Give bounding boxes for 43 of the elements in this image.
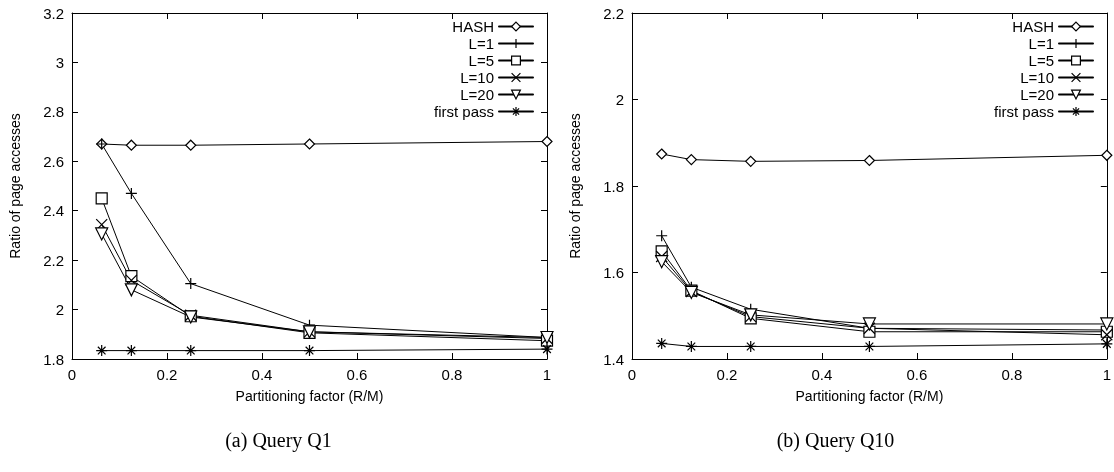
legend-label: L=10 (460, 69, 494, 86)
y-tick-label: 2.8 (43, 103, 64, 121)
x-axis-title: Partitioning factor (R/M) (235, 388, 384, 404)
text: (a) Query Q1 (225, 429, 332, 452)
y-tick-label: 2.2 (603, 4, 624, 22)
x-tick-label: 0.8 (1001, 366, 1023, 383)
x-tick-label: 0.6 (906, 366, 928, 383)
x-tick-label: 0.4 (251, 366, 273, 383)
legend-label: L=1 (1028, 35, 1054, 52)
y-tick-label: 3.2 (43, 4, 64, 22)
y-tick-label: 1.6 (603, 264, 624, 281)
x-tick-label: 0.6 (346, 366, 368, 383)
legend-label: L=5 (1028, 52, 1054, 69)
legend-label: L=10 (1020, 69, 1054, 86)
legend-label: L=5 (468, 52, 494, 69)
x-tick-label: 0.8 (441, 366, 463, 383)
legend-label: L=20 (1020, 86, 1054, 103)
x-tick-label: 0 (627, 366, 637, 383)
legend-label: HASH (452, 18, 494, 35)
legend-label: first pass (433, 103, 494, 120)
legend-label: HASH (1012, 18, 1054, 35)
x-axis-title: Partitioning factor (R/M) (795, 388, 944, 404)
y-axis-title: Ratio of page accesses (567, 113, 583, 259)
y-axis-title: Ratio of page accesses (7, 113, 23, 259)
x-tick-label: 0.2 (156, 366, 178, 383)
y-tick-label: 2 (615, 91, 624, 108)
x-tick-label: 0.4 (811, 366, 833, 383)
legend-label: L=1 (468, 35, 494, 52)
x-tick-label: 1 (1102, 366, 1111, 383)
y-tick-label: 3 (55, 53, 64, 71)
y-tick-label: 2.2 (43, 251, 64, 269)
y-tick-label: 2.4 (43, 202, 64, 220)
legend-label: first pass (993, 103, 1054, 120)
y-tick-label: 2.6 (43, 152, 64, 170)
y-tick-label: 1.4 (603, 350, 624, 368)
x-tick-label: 0 (67, 366, 77, 383)
y-tick-label: 2 (55, 301, 64, 319)
y-tick-label: 1.8 (603, 177, 624, 195)
text: (b) Query Q10 (776, 429, 895, 452)
y-tick-label: 1.8 (43, 350, 64, 368)
x-tick-label: 0.2 (716, 366, 738, 383)
legend-label: L=20 (460, 86, 494, 103)
x-tick-label: 1 (542, 366, 552, 383)
